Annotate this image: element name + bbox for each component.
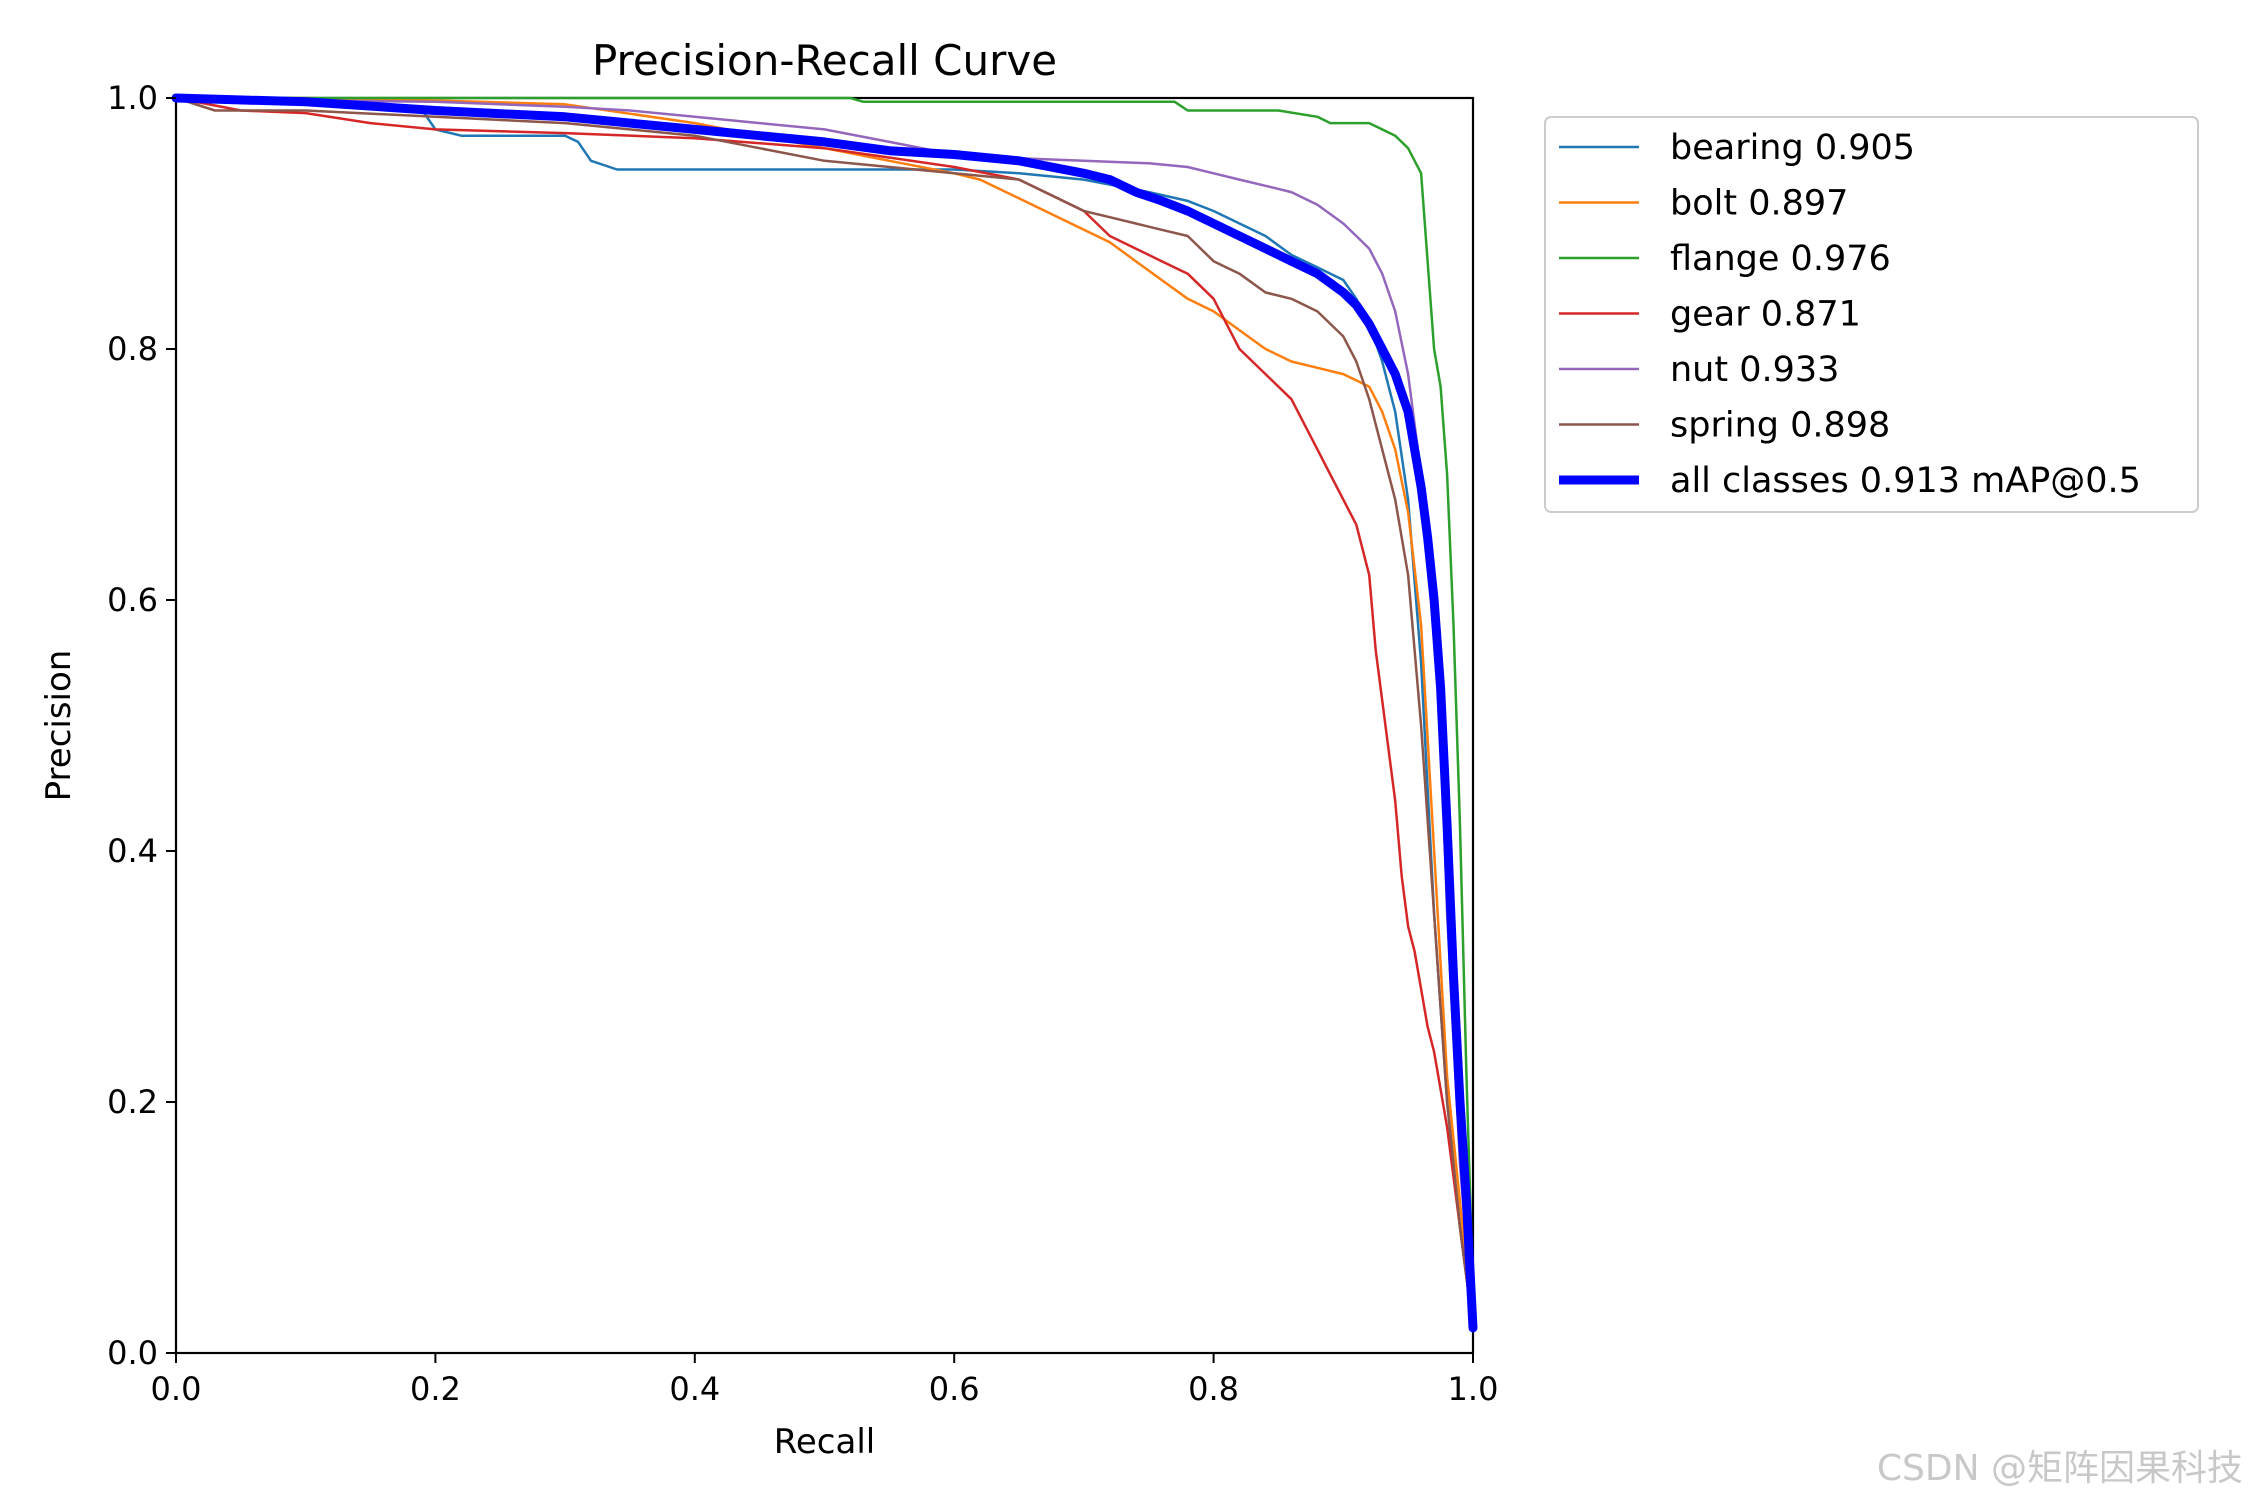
legend-label: gear 0.871 [1670,295,1861,335]
y-tick-label: 1.0 [107,79,158,117]
series-line-0 [174,96,1475,1330]
legend-frame [1544,116,2199,513]
x-axis: 0.0 0.2 0.4 0.6 0.8 1.0 [151,1353,1499,1408]
y-tick-label: 0.2 [107,1083,158,1121]
x-tick-label: 0.4 [669,1370,720,1408]
series-line-5 [174,96,1475,1330]
x-tick-label: 1.0 [1448,1370,1499,1408]
legend-label: bearing 0.905 [1670,128,1915,168]
plot-area [171,93,1478,1355]
x-tick-label: 0.2 [410,1370,461,1408]
x-axis-label: Recall [774,1422,875,1462]
legend: bearing 0.905 bolt 0.897 flange 0.976 gear … [1544,116,2199,513]
plot-frame [174,96,1475,1355]
y-axis: 0.0 0.2 0.4 0.6 0.8 1.0 [107,79,176,1372]
legend-items: bearing 0.905 bolt 0.897 flange 0.976 gear … [1559,128,2141,501]
y-tick-label: 0.4 [107,832,158,870]
series-line-2 [174,96,1475,1292]
y-axis-label: Precision [39,650,79,802]
legend-label: flange 0.976 [1670,239,1891,279]
series-layer [171,93,1478,1333]
legend-label: all classes 0.913 mAP@0.5 [1670,461,2141,501]
legend-label: nut 0.933 [1670,350,1839,390]
watermark: CSDN @矩阵因果科技 [1877,1448,2243,1489]
x-tick-label: 0.6 [929,1370,980,1408]
legend-label: bolt 0.897 [1670,184,1848,224]
y-tick-label: 0.0 [107,1334,158,1372]
series-line-6 [171,93,1478,1333]
chart-title: Precision-Recall Curve [592,36,1057,85]
x-tick-label: 0.8 [1188,1370,1239,1408]
x-tick-label: 0.0 [151,1370,202,1408]
y-tick-label: 0.8 [107,330,158,368]
y-tick-label: 0.6 [107,581,158,619]
legend-label: spring 0.898 [1670,406,1890,446]
